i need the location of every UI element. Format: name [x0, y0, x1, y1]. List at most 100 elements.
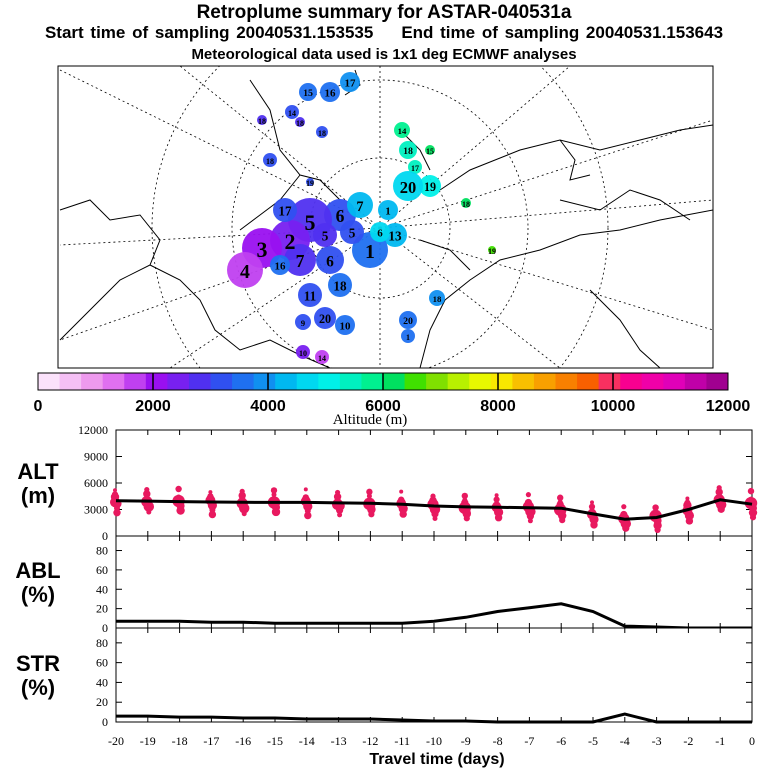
x-tick-label: -8 — [493, 734, 503, 748]
plume-day-label: 10 — [340, 321, 352, 333]
plume-cluster-dot — [370, 222, 390, 242]
plume-day-label: 15 — [303, 88, 313, 99]
altitude-marker — [620, 510, 628, 519]
plume-day-label: 7 — [296, 251, 305, 271]
end-time-label: End time of sampling 20040531.153643 — [401, 23, 724, 42]
altitude-marker — [623, 526, 629, 532]
altitude-marker — [303, 487, 308, 492]
altitude-marker — [398, 504, 408, 514]
altitude-marker — [337, 512, 343, 518]
plume-cluster-dot — [314, 307, 336, 329]
altitude-marker — [652, 504, 659, 511]
altitude-marker — [429, 496, 437, 505]
x-tick-label: -17 — [203, 734, 219, 748]
altitude-marker — [715, 488, 723, 496]
altitude-marker — [527, 518, 533, 524]
plume-cluster-dot — [328, 273, 352, 297]
x-tick-label: -6 — [556, 734, 566, 748]
plume-cluster-dot — [425, 145, 435, 155]
colorbar-tick-label: 4000 — [250, 398, 286, 415]
plume-day-label: 18 — [333, 278, 347, 293]
plume-cluster-dot — [340, 72, 360, 92]
colorbar-swatch — [684, 373, 707, 390]
plume-cluster-dot — [335, 315, 355, 335]
colorbar-swatch — [426, 373, 449, 390]
altitude-marker — [432, 516, 438, 522]
series-line — [116, 602, 752, 630]
plume-cluster-dot — [394, 122, 410, 138]
altitude-marker — [748, 508, 758, 517]
altitude-marker — [525, 492, 532, 498]
colorbar-swatch — [167, 373, 190, 390]
start-time-label: Start time of sampling 20040531.153535 — [44, 23, 374, 42]
altitude-marker — [241, 511, 247, 517]
altitude-marker — [559, 517, 566, 524]
plume-day-label: 3 — [257, 237, 268, 262]
x-tick-label: -20 — [108, 734, 124, 748]
colorbar-swatch — [59, 373, 82, 390]
travel-time-axis: -20 -19 -18 -17 -16 -15 -14 -13 -12 -11 -10 -9 -8 -7-… — [108, 734, 755, 748]
y-tick-label: 0 — [102, 715, 108, 729]
y-tick-label: 6000 — [84, 476, 108, 490]
panel-label: ABL — [15, 558, 60, 583]
plume-cluster-dot — [227, 252, 263, 288]
x-tick-label: -5 — [588, 734, 598, 748]
colorbar-swatch — [232, 373, 255, 390]
plume-day-label: 15 — [426, 147, 434, 156]
colorbar-swatch — [620, 373, 643, 390]
altitude-marker — [462, 497, 468, 503]
altitude-marker — [590, 500, 594, 505]
y-tick-label: 80 — [96, 636, 108, 650]
colorbar-tick-label: 6000 — [365, 398, 401, 415]
altitude-marker — [685, 517, 694, 525]
plume-day-label: 16 — [275, 261, 287, 273]
x-tick-label: -14 — [299, 734, 315, 748]
plume-day-label: 2 — [285, 229, 296, 254]
colorbar-swatch — [447, 373, 470, 390]
plume-day-label: 13 — [388, 228, 402, 243]
x-tick-label: -12 — [362, 734, 378, 748]
x-tick-label: 0 — [749, 734, 755, 748]
altitude-marker — [270, 487, 278, 494]
altitude-marker — [431, 510, 439, 518]
plume-day-label: 18 — [462, 200, 470, 209]
plume-day-label: 6 — [326, 253, 334, 270]
altitude-marker — [524, 498, 533, 507]
altitude-marker — [718, 507, 724, 513]
altitude-marker — [621, 504, 627, 510]
altitude-marker — [716, 485, 722, 491]
plume-day-label: 7 — [356, 199, 363, 215]
plume-cluster-dot — [270, 255, 290, 275]
altitude-marker — [590, 521, 598, 529]
x-tick-label: -2 — [683, 734, 693, 748]
plume-cluster-dot — [315, 350, 329, 364]
y-tick-label: 60 — [96, 656, 108, 670]
altitude-marker — [461, 492, 468, 500]
plume-cluster-dot — [273, 198, 297, 222]
colorbar-swatch — [533, 373, 556, 390]
altitude-marker — [335, 489, 341, 496]
altitude-marker — [175, 485, 182, 493]
panel-frame — [115, 535, 753, 629]
x-tick-label: -11 — [394, 734, 410, 748]
colorbar-swatch — [145, 373, 168, 390]
plume-cluster-dot — [419, 175, 441, 197]
x-tick-label: -18 — [172, 734, 188, 748]
altitude-marker — [588, 503, 596, 510]
plume-cluster-dot — [401, 329, 415, 343]
altitude-marker — [302, 494, 309, 501]
altitude-marker — [144, 487, 150, 493]
altitude-marker — [399, 510, 407, 518]
altitude-marker — [145, 503, 153, 512]
plume-day-label: 18 — [266, 157, 274, 166]
colorbar-label: Altitude (m) — [333, 412, 408, 428]
colorbar-swatch — [38, 373, 61, 390]
panel-str: 0 20 40 60 80 STR(%) — [16, 627, 753, 729]
altitude-marker — [207, 493, 214, 500]
plume-day-label: 6 — [336, 206, 345, 226]
colorbar-swatch — [296, 373, 319, 390]
map-graticule — [59, 66, 713, 368]
colorbar-tick-label: 0 — [34, 398, 43, 415]
y-tick-label: 60 — [96, 563, 108, 577]
y-tick-label: 0 — [102, 621, 108, 635]
